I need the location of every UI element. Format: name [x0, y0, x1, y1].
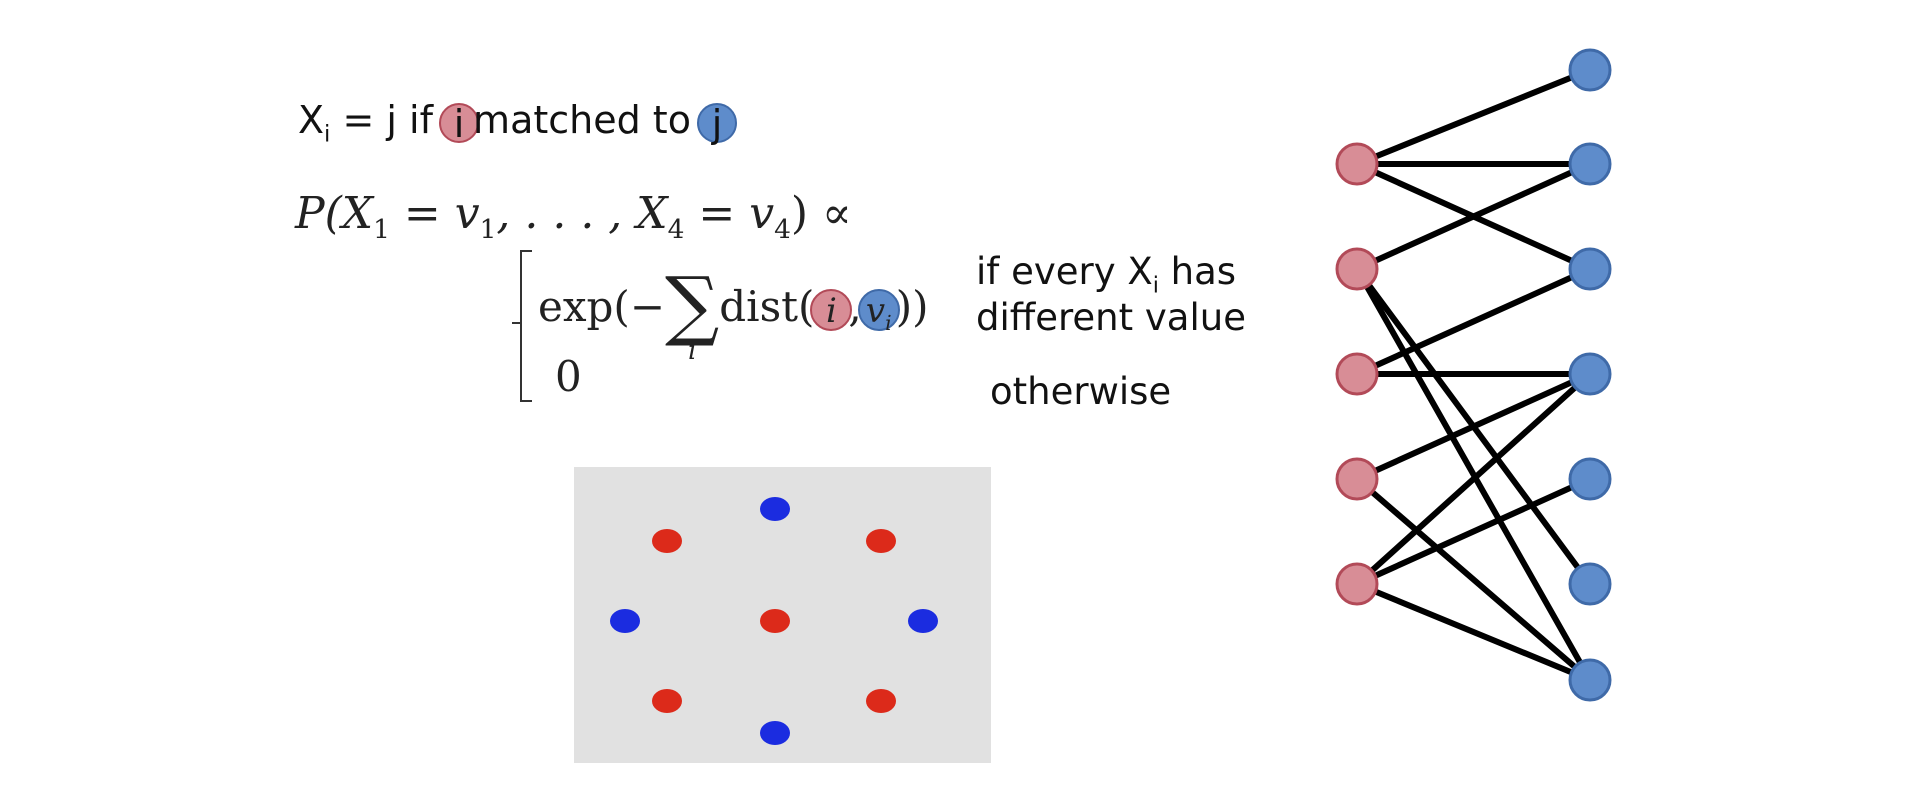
- red-point: [866, 529, 896, 553]
- formula-sub-2: 1: [479, 213, 497, 245]
- condition-sub: i: [1152, 272, 1159, 299]
- dist-function: dist(: [719, 282, 815, 331]
- v-sub: i: [885, 310, 892, 335]
- sigma-index: i: [687, 336, 697, 366]
- formula-sub-1: 1: [373, 213, 390, 245]
- graph-edge: [1354, 371, 1593, 482]
- graph-edge: [1354, 476, 1593, 683]
- j-node-chip: j: [697, 102, 738, 143]
- red-point: [866, 689, 896, 713]
- v-var: v: [865, 291, 886, 331]
- case-exp-start: exp(−: [538, 282, 666, 331]
- graph-edge: [1354, 266, 1593, 683]
- definition-middle: = j if: [330, 98, 446, 142]
- formula-lhs-eq: = v: [684, 188, 775, 239]
- case-exp-close: )): [895, 282, 929, 331]
- formula-lhs-start: P(X: [295, 188, 374, 239]
- case-brace-tip: [512, 322, 522, 324]
- condition-prefix: if every X: [976, 250, 1153, 293]
- condition-line-2: different value: [976, 296, 1246, 339]
- otherwise-label: otherwise: [990, 370, 1172, 413]
- case-brace: [520, 250, 532, 402]
- right-nodes: [1568, 48, 1612, 702]
- blue-point: [760, 721, 790, 745]
- point-scatter-panel: [574, 467, 991, 763]
- right-node: [1568, 658, 1612, 702]
- graph-edge: [1354, 371, 1593, 587]
- definition-var-sub: i: [324, 121, 331, 148]
- left-node: [1335, 562, 1379, 606]
- formula-sub-3: 4: [667, 213, 685, 245]
- graph-edges: [1354, 67, 1593, 683]
- sum-symbol: ∑ i: [665, 260, 720, 367]
- sigma-glyph: ∑: [665, 260, 720, 349]
- formula-sub-4: 4: [774, 213, 791, 245]
- blue-point: [760, 497, 790, 521]
- right-node: [1568, 247, 1612, 291]
- graph-edge: [1354, 266, 1593, 377]
- case-zero-value: 0: [555, 352, 582, 401]
- right-node: [1568, 142, 1612, 186]
- red-point: [652, 529, 682, 553]
- left-node: [1335, 457, 1379, 501]
- left-node: [1335, 247, 1379, 291]
- right-node: [1568, 352, 1612, 396]
- definition-rest: matched to: [473, 98, 704, 142]
- right-node: [1568, 562, 1612, 606]
- formula-lhs-end: ) ∝: [790, 188, 852, 239]
- i-chip-formula: i: [810, 289, 853, 331]
- bipartite-graph: [1335, 48, 1612, 702]
- i-node-chip: i: [439, 102, 480, 143]
- left-nodes: [1335, 142, 1379, 606]
- case-zero: 0: [555, 352, 582, 401]
- probability-formula: P(X1 = v1, . . . , X4 = v4) ∝: [295, 188, 852, 245]
- graph-edge: [1354, 67, 1593, 167]
- right-node: [1568, 457, 1612, 501]
- case-exp: exp(− ∑ i dist(i, vi)): [538, 262, 929, 367]
- v-chip-formula: vi: [857, 289, 900, 335]
- right-node: [1568, 48, 1612, 92]
- condition-suffix: has: [1158, 250, 1237, 293]
- graph-edge: [1354, 476, 1593, 587]
- formula-lhs-dots: , . . . , X: [496, 188, 668, 239]
- blue-point: [610, 609, 640, 633]
- graph-edge: [1354, 581, 1593, 683]
- condition-line-1: if every Xi has: [976, 250, 1236, 298]
- formula-lhs-mid: = v: [389, 188, 480, 239]
- blue-point: [908, 609, 938, 633]
- definition-var: X: [298, 98, 325, 142]
- definition-line: Xi = j if i matched to j: [298, 98, 738, 148]
- left-node: [1335, 142, 1379, 186]
- dist-comma: ,: [848, 282, 862, 331]
- left-node: [1335, 352, 1379, 396]
- red-point: [652, 689, 682, 713]
- red-point: [760, 609, 790, 633]
- graph-edge: [1354, 161, 1593, 272]
